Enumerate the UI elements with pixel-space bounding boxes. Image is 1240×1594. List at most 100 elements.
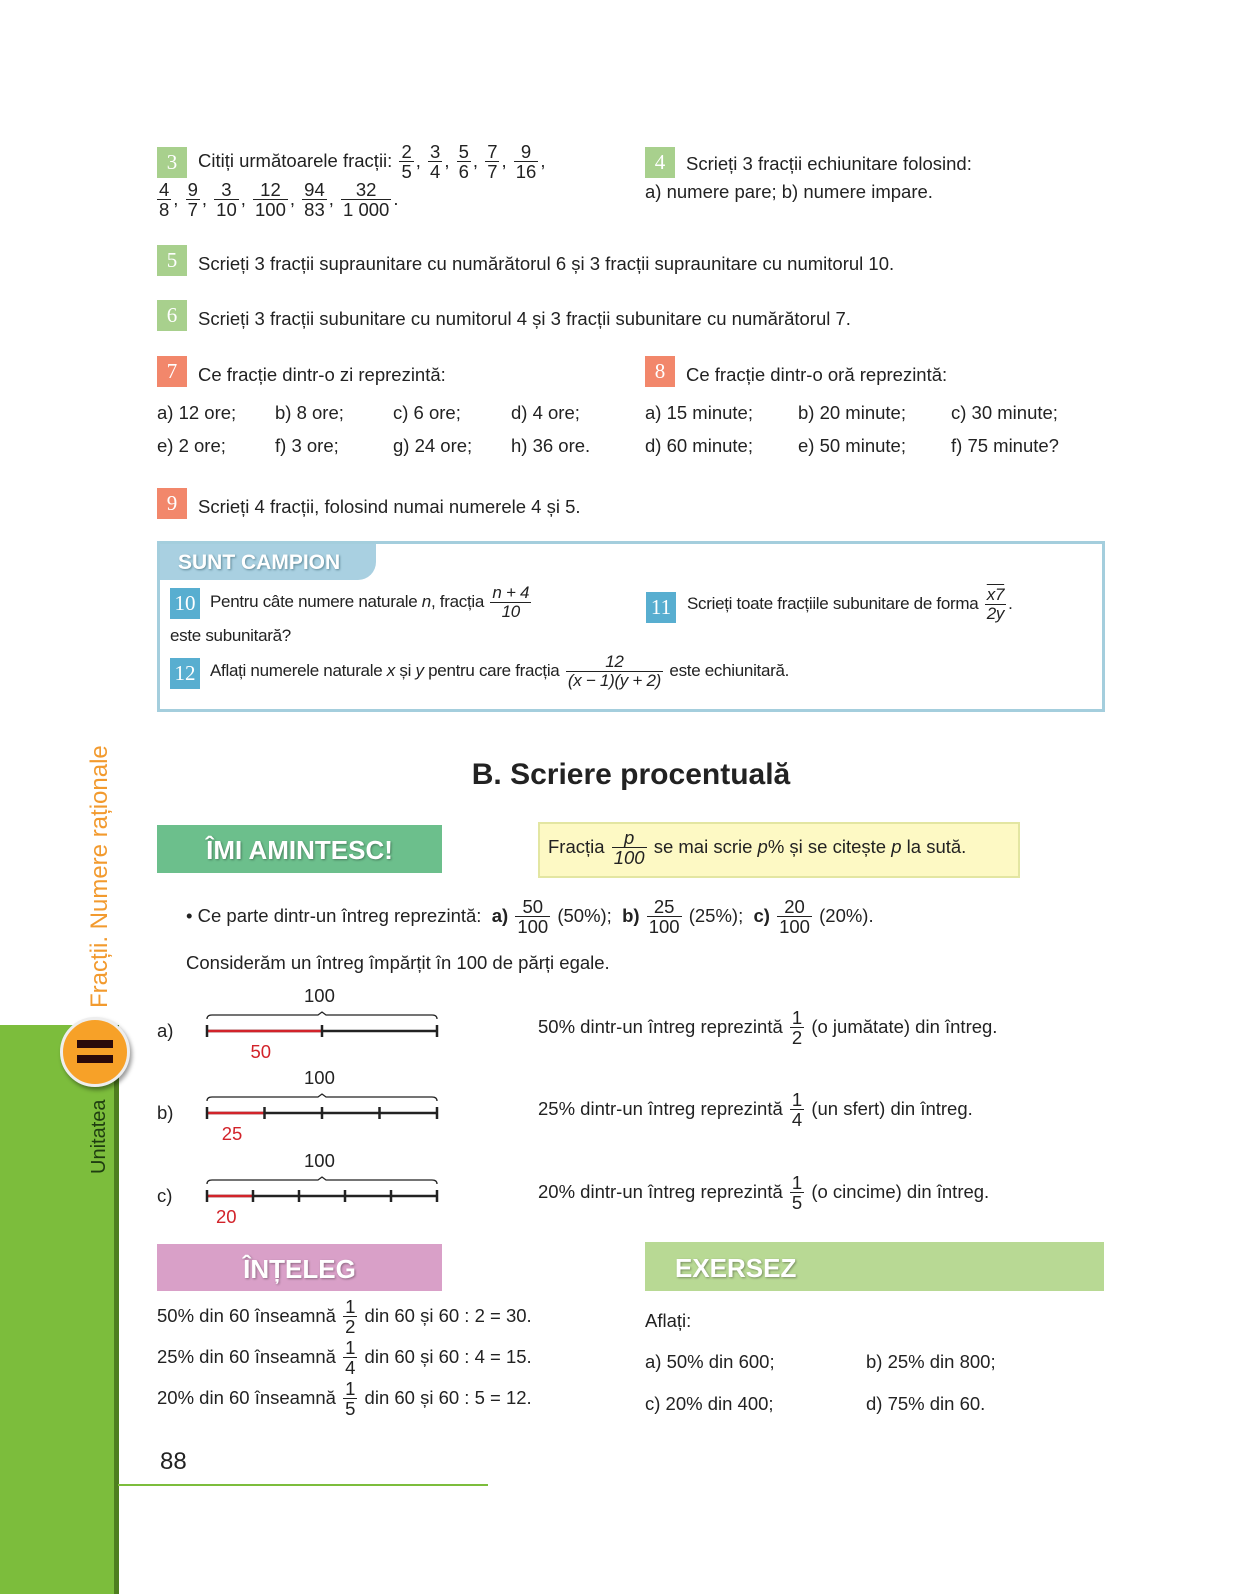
text-segment: , (540, 149, 546, 171)
exercise-7-title: Ce fracție dintr-o zi reprezintă: (198, 364, 446, 385)
fraction: x7 2y (984, 585, 1007, 623)
fraction-numerator: 5 (456, 141, 471, 163)
text-segment: . (393, 187, 399, 209)
fraction-numerator: 1 (343, 1296, 358, 1318)
number-line-label: b) (157, 1102, 174, 1123)
exercise-option: c) 30 minute; (951, 402, 1058, 423)
text-segment: (o cincime) din întreg. (806, 1180, 990, 1202)
text-segment: (25%); (683, 904, 754, 926)
number-line (205, 1176, 439, 1202)
fraction-numerator: p (611, 828, 647, 849)
number-line-total: 100 (304, 1150, 335, 1171)
exercise-number: 8 (645, 356, 675, 387)
text-segment: (50%); (552, 904, 623, 926)
fraction-numerator: 1 (789, 1089, 805, 1111)
number-line-part: 25 (221, 1123, 243, 1144)
exercise-4-line1: Scrieți 3 fracții echiunitare folosind: (686, 153, 972, 174)
bold-label: c) (753, 904, 770, 926)
unit-label: Unitatea (88, 1099, 110, 1175)
exercise-10-line2: este subunitară? (170, 626, 291, 645)
fraction-denominator: 5 (401, 161, 412, 183)
text-segment: , (472, 149, 484, 171)
italic-variable: p (757, 835, 768, 857)
champion-box: SUNT CAMPION 10 Pentru câte numere natur… (157, 541, 1105, 712)
number-line-total: 100 (304, 1067, 335, 1088)
text-segment: Fracția (548, 835, 610, 857)
practice-item: b) 25% din 800; (866, 1351, 996, 1372)
text-segment: , (415, 149, 427, 171)
fraction-denominator: 2 (791, 1027, 803, 1049)
fraction-denominator: 8 (159, 199, 170, 221)
exercise-11-line1: Scrieți toate fracțiile subunitare de fo… (687, 586, 1013, 623)
exercise-option: e) 2 ore; (157, 435, 226, 456)
number-line-label: a) (157, 1020, 174, 1041)
text-segment: , (501, 149, 512, 171)
practice-item: d) 75% din 60. (866, 1393, 986, 1414)
text-segment: , (444, 149, 455, 171)
exercise-option: f) 3 ore; (275, 435, 339, 456)
text-segment: (20%). (813, 904, 874, 926)
number-line-part: 50 (250, 1041, 272, 1062)
fraction-denominator: 4 (430, 161, 441, 183)
text-segment: 25% din 60 înseamnă (157, 1345, 342, 1367)
fraction-numerator: 25 (646, 897, 682, 918)
definition-text: Fracția p 100 se mai scrie p% și se citeș… (548, 828, 966, 868)
exercise-number: 4 (645, 147, 675, 178)
text-segment: din 60 și 60 : 5 = 12. (359, 1386, 532, 1408)
text-segment: și (394, 660, 416, 680)
text-segment: . (1008, 593, 1013, 613)
exercise-6-text: Scrieți 3 fracții subunitare cu numitoru… (198, 308, 851, 329)
fraction-numerator: 12 (253, 180, 288, 201)
fraction-numerator: 4 (157, 179, 172, 201)
text-segment: din 60 și 60 : 4 = 15. (359, 1345, 532, 1367)
fraction-numerator: x7 (984, 585, 1007, 605)
number-line-label: c) (157, 1185, 173, 1206)
exercise-9-text: Scrieți 4 fracții, folosind numai numere… (198, 496, 581, 517)
brace (206, 1011, 438, 1020)
text-segment: pentru care fracția (423, 660, 564, 680)
fraction-denominator: (x − 1)(y + 2) (567, 670, 661, 690)
text-segment: 50% din 60 înseamnă (157, 1304, 342, 1326)
fraction-denominator: 100 (648, 916, 680, 938)
fraction-denominator: 7 (187, 199, 198, 221)
fraction: p 100 (611, 828, 647, 868)
fraction-numerator: 1 (789, 1007, 805, 1029)
fraction-denominator: 10 (501, 601, 521, 621)
fraction-denominator: 2 (345, 1316, 356, 1338)
fraction-numerator: 1 (343, 1378, 358, 1400)
fraction-denominator: 2y (986, 603, 1005, 623)
italic-variable: x (386, 660, 396, 680)
definition-note: Fracția p 100 se mai scrie p% și se citeș… (538, 822, 1020, 878)
number-line (205, 1093, 439, 1119)
exercise-12-line1: Aflați numerele naturale x și y pentru c… (210, 653, 789, 690)
fraction: 12 100 (253, 180, 288, 220)
text-segment (508, 905, 513, 926)
number-line-total: 100 (304, 985, 335, 1006)
exercise-8-title: Ce fracție dintr-o oră reprezintă: (686, 364, 948, 385)
exercise-option: d) 4 ore; (511, 402, 580, 423)
fraction: 94 83 (302, 180, 327, 220)
text-segment: , (328, 187, 340, 209)
fraction-denominator: 1 000 (343, 199, 390, 221)
fraction-denominator: 100 (517, 916, 549, 938)
fraction-numerator: 94 (302, 179, 327, 201)
fraction: n + 4 10 (490, 584, 532, 621)
exercise-number: 9 (157, 488, 187, 519)
fraction-numerator: 12 (565, 653, 663, 672)
